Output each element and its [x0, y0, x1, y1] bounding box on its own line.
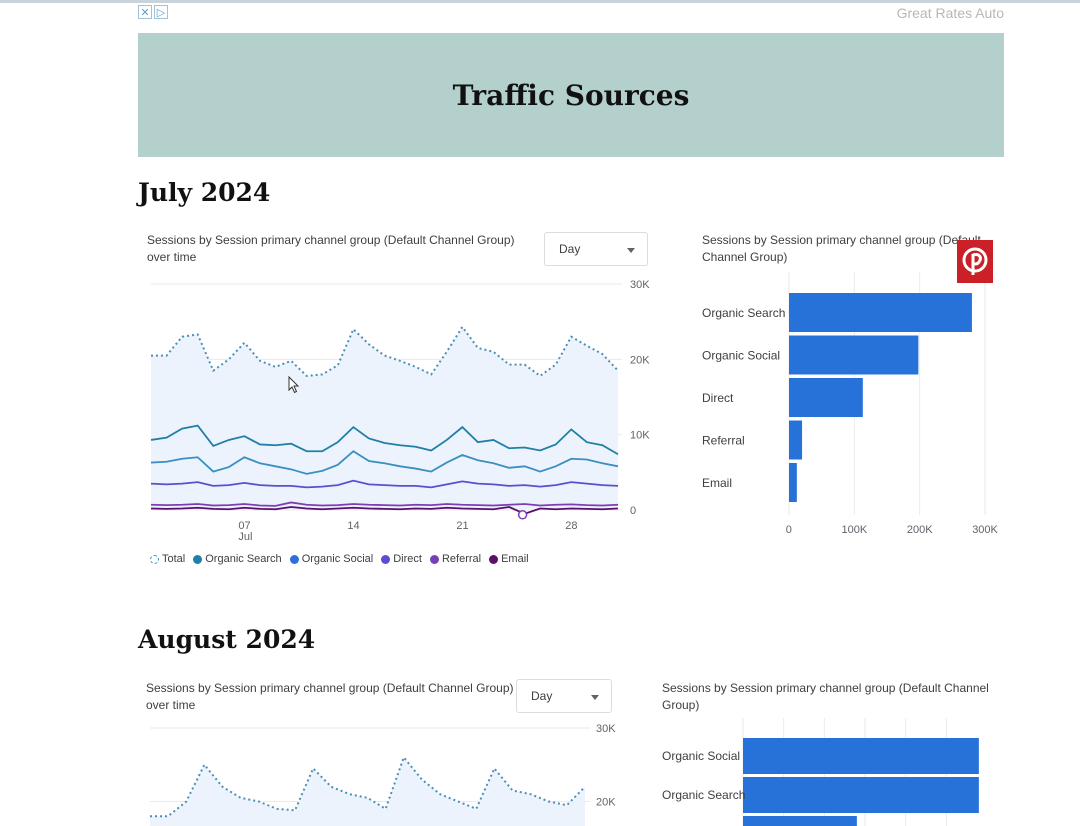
- y-tick-label: 0: [630, 505, 636, 517]
- x-tick-label: 200K: [907, 524, 933, 536]
- pinterest-save-button[interactable]: [957, 240, 993, 283]
- y-tick-label: 30K: [596, 723, 616, 735]
- line-chart-title: Sessions by Session primary channel grou…: [147, 232, 515, 266]
- bar-category-label: Organic Social: [702, 349, 780, 363]
- adchoices-icon[interactable]: ▷: [154, 5, 168, 19]
- bar-chart-title-aug: Sessions by Session primary channel grou…: [662, 680, 989, 714]
- pinterest-icon: [962, 247, 988, 275]
- page-title: Traffic Sources: [452, 78, 690, 112]
- bar: [743, 738, 979, 774]
- series-line-total: [150, 755, 586, 818]
- bar: [743, 777, 979, 813]
- legend-label: Total: [162, 553, 186, 565]
- x-tick-label: 21: [456, 520, 468, 532]
- ad-text[interactable]: Great Rates Auto: [896, 5, 1004, 21]
- browser-top-border: [0, 0, 1080, 3]
- bar-category-label: Direct: [702, 391, 734, 405]
- bar-category-label: Email: [702, 476, 732, 490]
- bar-category-label: Referral: [702, 434, 745, 448]
- legend-marker: [289, 554, 299, 564]
- bar-chart-title: Sessions by Session primary channel grou…: [702, 232, 981, 266]
- legend-label: Email: [501, 553, 529, 565]
- x-tick-label: 28: [565, 520, 577, 532]
- legend-marker: [489, 554, 499, 564]
- chevron-down-icon: [591, 695, 599, 700]
- legend-label: Organic Search: [205, 553, 282, 565]
- bar: [743, 816, 857, 826]
- legend-item-email[interactable]: Email: [489, 553, 529, 565]
- x-tick-label: 300K: [972, 524, 998, 536]
- legend-item-organic-social[interactable]: Organic Social: [289, 553, 374, 565]
- legend-label: Organic Social: [301, 553, 374, 565]
- close-ad-icon[interactable]: ✕: [138, 5, 152, 19]
- bar: [789, 463, 797, 502]
- bar-chart-title-line-2: Group): [662, 698, 700, 712]
- y-tick-label: 20K: [630, 354, 650, 366]
- line-chart-title-aug: Sessions by Session primary channel grou…: [146, 680, 514, 714]
- bar-category-label: Organic Search: [702, 306, 785, 320]
- bar-category-label: Organic Search: [662, 788, 745, 802]
- legend-label: Direct: [393, 553, 422, 565]
- dropdown-value: Day: [531, 689, 553, 703]
- legend-item-direct[interactable]: Direct: [381, 553, 422, 565]
- hover-point-marker: [517, 510, 528, 520]
- line-chart-title-line-2: over time: [147, 250, 197, 264]
- bar-category-label: Organic Social: [662, 749, 740, 763]
- bar: [789, 293, 972, 332]
- line-chart-title-line-1: Sessions by Session primary channel grou…: [147, 233, 515, 247]
- legend-marker: [193, 554, 203, 564]
- total-area: [150, 757, 585, 826]
- bar: [789, 378, 863, 417]
- line-chart-title-line-2: over time: [146, 698, 196, 712]
- series-line-direct: [150, 479, 619, 489]
- x-tick-label: 100K: [842, 524, 868, 536]
- legend-item-organic-search[interactable]: Organic Search: [193, 553, 282, 565]
- section-heading-july: July 2024: [138, 178, 271, 207]
- line-chart-title-line-1: Sessions by Session primary channel grou…: [146, 681, 514, 695]
- bar-chart-title-line-2: Channel Group): [702, 250, 788, 264]
- legend-label: Referral: [441, 553, 482, 565]
- legend-marker: [381, 554, 391, 564]
- total-area: [151, 326, 618, 510]
- legend-marker: [150, 554, 159, 564]
- series-line-organic-social: [150, 450, 619, 475]
- legend-item-referral[interactable]: Referral: [429, 553, 482, 565]
- x-tick-label: 0: [786, 524, 792, 536]
- chevron-down-icon: [627, 248, 635, 253]
- series-line-referral: [150, 501, 619, 507]
- bar: [789, 420, 803, 460]
- bar-chart-title-line-1: Sessions by Session primary channel grou…: [662, 681, 989, 695]
- bar: [789, 335, 919, 375]
- granularity-dropdown[interactable]: Day: [544, 232, 648, 266]
- y-tick-label: 30K: [630, 279, 650, 291]
- legend-marker: [429, 554, 439, 564]
- dropdown-value: Day: [559, 242, 581, 256]
- series-line-organic-search: [150, 424, 619, 456]
- page-banner: Traffic Sources: [138, 33, 1004, 157]
- legend-item-total[interactable]: Total: [150, 553, 185, 565]
- y-tick-label: 10K: [630, 430, 650, 442]
- x-tick-label: 14: [347, 520, 359, 532]
- x-sub-label: Jul: [238, 531, 252, 543]
- mouse-cursor-icon: [288, 375, 300, 394]
- ad-controls: ✕ ▷: [138, 5, 168, 19]
- section-heading-august: August 2024: [138, 625, 316, 654]
- granularity-dropdown-aug[interactable]: Day: [516, 679, 612, 713]
- y-tick-label: 20K: [596, 797, 616, 809]
- bar-chart-title-line-1: Sessions by Session primary channel grou…: [702, 233, 981, 247]
- series-line-email: [150, 506, 619, 515]
- x-tick-label: 07: [238, 520, 250, 532]
- chart-legend: Total Organic Search Organic Social Dire…: [150, 553, 529, 565]
